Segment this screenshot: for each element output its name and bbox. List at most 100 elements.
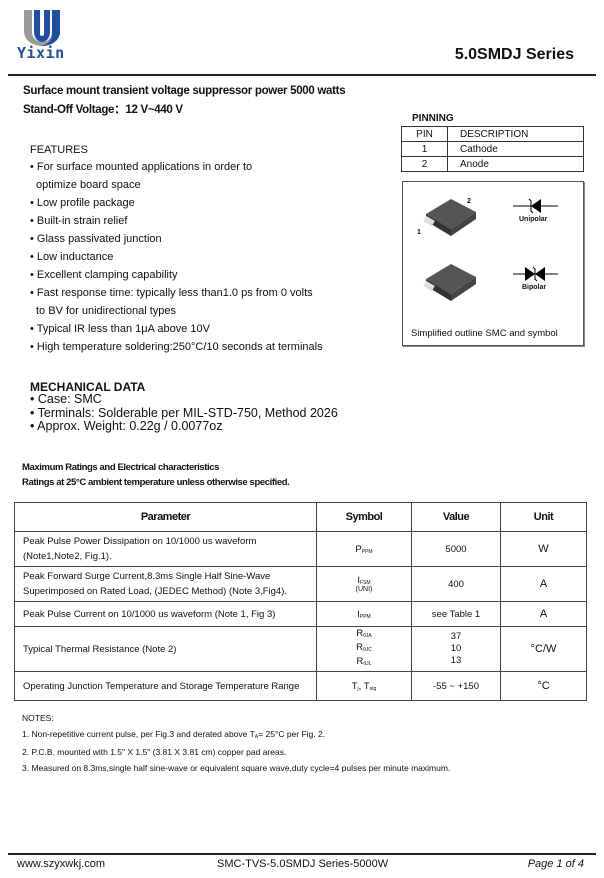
mechanical-item: • Case: SMC bbox=[30, 392, 102, 406]
symbol: R bbox=[356, 628, 364, 639]
symbol-subscript: θJL bbox=[363, 661, 372, 667]
page-number: Page 1 of 4 bbox=[527, 858, 584, 870]
feature-item: • Fast response time: typically less tha… bbox=[30, 287, 313, 299]
table-row: 1 Cathode bbox=[401, 141, 584, 157]
symbol-cell: IFSM (UNI) bbox=[316, 566, 412, 602]
table-row: Operating Junction Temperature and Stora… bbox=[14, 671, 587, 701]
parameter-cell: Operating Junction Temperature and Stora… bbox=[14, 671, 317, 701]
feature-item: • Built-in strain relief bbox=[30, 215, 128, 227]
symbol: I bbox=[357, 608, 360, 620]
value: 13 bbox=[450, 655, 462, 666]
note-item: 3. Measured on 8.3ms,single half sine-wa… bbox=[22, 762, 451, 773]
brand-name: Yixin bbox=[17, 44, 65, 62]
feature-item: to BV for unidirectional types bbox=[36, 305, 177, 317]
document-id: SMC-TVS-5.0SMDJ Series-5000W bbox=[217, 858, 389, 870]
mechanical-item: • Approx. Weight: 0.22g / 0.0077oz bbox=[30, 419, 223, 433]
package-outline-box: 2 1 Unipolar Bipolar Simplified outline … bbox=[402, 181, 584, 346]
pin2-label: 2 bbox=[467, 198, 471, 205]
value-cell: 400 bbox=[411, 566, 501, 602]
pin-number: 2 bbox=[401, 156, 448, 172]
pinning-table: PIN DESCRIPTION 1 Cathode 2 Anode bbox=[401, 126, 584, 172]
features-list: • For surface mounted applications in or… bbox=[30, 158, 323, 356]
pin-header: PIN bbox=[401, 126, 448, 142]
value: 10 bbox=[450, 643, 462, 654]
value-cell: -55 ~ +150 bbox=[411, 671, 501, 701]
table-row: Peak Pulse Current on 10/1000 us wavefor… bbox=[14, 601, 587, 627]
feature-item: • Glass passivated junction bbox=[30, 233, 162, 245]
symbol-cell: Tj, Tstg bbox=[316, 671, 412, 701]
unipolar-label: Unipolar bbox=[519, 216, 548, 223]
description-header: DESCRIPTION bbox=[447, 126, 584, 142]
table-row: Typical Thermal Resistance (Note 2) RθJA… bbox=[14, 626, 587, 672]
note-item: 1. Non-repetitive current pulse, per Fig… bbox=[22, 727, 450, 746]
mechanical-title: MECHANICAL DATA bbox=[30, 380, 146, 394]
feature-item: optimize board space bbox=[36, 179, 141, 191]
symbol-note: (UNI) bbox=[355, 586, 373, 593]
parameter-text: (Note1,Note2, Fig.1). bbox=[23, 551, 112, 562]
footer-divider bbox=[8, 853, 596, 855]
bipolar-diode-icon bbox=[513, 266, 558, 282]
mechanical-item: • Terminals: Solderable per MIL-STD-750,… bbox=[30, 405, 338, 420]
package-caption: Simplified outline SMC and symbol bbox=[411, 328, 558, 339]
symbol-cell: PPPM bbox=[316, 531, 412, 567]
pinning-title: PINNING bbox=[412, 113, 454, 124]
value-cell: 5000 bbox=[411, 531, 501, 567]
notes: NOTES: 1. Non-repetitive current pulse, … bbox=[22, 711, 450, 776]
standoff-voltage: Stand-Off Voltage：12 V~440 V bbox=[23, 104, 183, 116]
pin-description: Anode bbox=[447, 156, 584, 172]
bipolar-label: Bipolar bbox=[522, 284, 547, 291]
parameter-text: Superimposed on Rated Load, (JEDEC Metho… bbox=[23, 586, 288, 597]
ratings-subtitle: Ratings at 25°C ambient temperature unle… bbox=[22, 477, 290, 488]
note-text: 1. Non-repetitive current pulse, per Fig… bbox=[22, 728, 255, 739]
header-unit: Unit bbox=[500, 502, 587, 532]
symbol-subscript: j bbox=[357, 685, 359, 692]
parameter-cell: Typical Thermal Resistance (Note 2) bbox=[14, 626, 317, 672]
header-parameter: Parameter bbox=[14, 502, 317, 532]
note-text: = 25°C per Fig. 2. bbox=[258, 728, 326, 739]
symbol-subscript: PPM bbox=[359, 613, 371, 620]
unit-cell: °C bbox=[500, 671, 587, 701]
notes-title: NOTES: bbox=[22, 713, 54, 723]
parameter-text: Peak Pulse Power Dissipation on 10/1000 … bbox=[23, 536, 257, 547]
website-link[interactable]: www.szyxwkj.com bbox=[17, 858, 106, 870]
mechanical-list: • Case: SMC • Terminals: Solderable per … bbox=[30, 392, 338, 434]
symbol-cell: RθJA RθJC RθJL bbox=[316, 626, 412, 672]
feature-item: • Typical IR less than 1μA above 10V bbox=[30, 323, 210, 335]
yixin-logo-icon bbox=[24, 10, 61, 46]
smc-package-icon bbox=[423, 199, 476, 236]
feature-item: • For surface mounted applications in or… bbox=[30, 161, 253, 173]
symbol: P bbox=[355, 543, 362, 555]
symbol: I bbox=[357, 575, 361, 586]
table-header-row: Parameter Symbol Value Unit bbox=[14, 502, 587, 532]
symbol-subscript: PPM bbox=[361, 548, 373, 555]
parameter-cell: Peak Pulse Power Dissipation on 10/1000 … bbox=[14, 531, 317, 567]
smc-package-icon bbox=[423, 264, 476, 301]
unit-cell: W bbox=[500, 531, 587, 567]
value-cell: see Table 1 bbox=[411, 601, 501, 627]
ratings-title: Maximum Ratings and Electrical character… bbox=[22, 462, 220, 473]
table-row: Peak Forward Surge Current,8.3ms Single … bbox=[14, 566, 587, 602]
feature-item: • Low profile package bbox=[30, 197, 135, 209]
feature-item: • Excellent clamping capability bbox=[30, 269, 178, 281]
features-title: FEATURES bbox=[30, 144, 88, 156]
unipolar-diode-icon bbox=[513, 198, 558, 214]
feature-item: • High temperature soldering:250°C/10 se… bbox=[30, 341, 323, 353]
symbol: T bbox=[351, 680, 358, 692]
symbol-subscript: θJA bbox=[363, 633, 372, 639]
symbol-subscript: θJC bbox=[362, 647, 372, 653]
pin-description: Cathode bbox=[447, 141, 584, 157]
parameter-text: Peak Forward Surge Current,8.3ms Single … bbox=[23, 571, 271, 582]
symbol-cell: IPPM bbox=[316, 601, 412, 627]
header-value: Value bbox=[411, 502, 501, 532]
header-symbol: Symbol bbox=[316, 502, 412, 532]
symbol: , T bbox=[358, 680, 370, 692]
note-subscript: A bbox=[254, 733, 259, 740]
value: 37 bbox=[450, 631, 462, 642]
note-item: 2. P.C.B. mounted with 1.5" X 1.5" (3.81… bbox=[22, 747, 287, 757]
feature-item: • Low inductance bbox=[30, 251, 114, 263]
ratings-table: Parameter Symbol Value Unit Peak Pulse P… bbox=[14, 502, 587, 701]
table-row: 2 Anode bbox=[401, 156, 584, 172]
series-title: 5.0SMDJ Series bbox=[454, 46, 574, 63]
unit-cell: A bbox=[500, 566, 587, 602]
